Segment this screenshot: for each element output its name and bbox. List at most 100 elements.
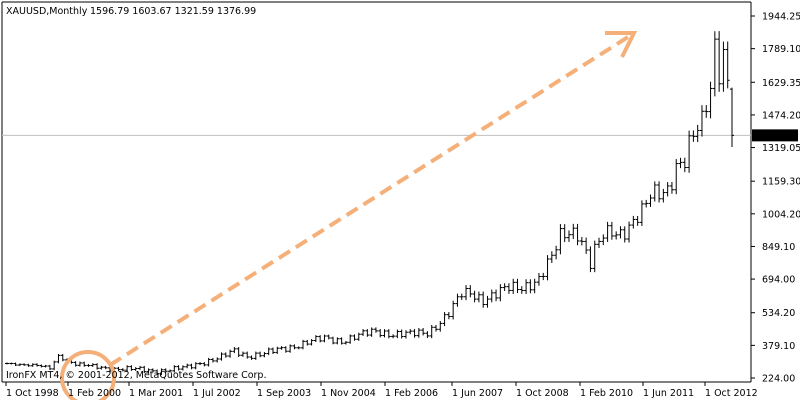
ohlc-bar [266, 347, 271, 356]
ohlc-bar [9, 362, 14, 365]
ohlc-bar [322, 334, 327, 343]
x-tick-label: 1 Feb 2006 [385, 388, 438, 399]
ohlc-bar [635, 215, 640, 226]
ohlc-bar [296, 346, 301, 350]
ohlc-bar [592, 240, 597, 273]
ohlc-bar [240, 351, 245, 357]
ohlc-bar [579, 237, 584, 246]
x-tick-label: 1 Oct 1998 [6, 388, 59, 399]
ohlc-bar [472, 290, 477, 303]
ohlc-bar [657, 181, 662, 203]
ohlc-bar [416, 327, 421, 338]
ohlc-bar [648, 194, 653, 207]
ohlc-bar [519, 286, 524, 294]
ohlc-bar [339, 337, 344, 345]
ohlc-bar [309, 339, 314, 346]
x-tick-label: 1 Feb 2000 [68, 388, 121, 399]
y-tick-label: 1004.20 [762, 209, 800, 220]
ohlc-bar [168, 369, 173, 373]
ohlc-bar [82, 361, 87, 367]
current-price-label-bg [752, 129, 798, 142]
current-price-label-text: 1376.99 [757, 131, 796, 142]
ohlc-bar [348, 334, 353, 344]
ohlc-bar [446, 312, 451, 320]
y-tick-label: 534.20 [762, 308, 795, 319]
ohlc-bar [730, 87, 734, 148]
current-price-label: 1376.99 [752, 129, 798, 142]
ohlc-bar [232, 347, 237, 354]
ohlc-bar [335, 337, 340, 345]
annotation-layer [60, 31, 638, 400]
ohlc-bar [605, 221, 610, 242]
ohlc-bar [425, 331, 430, 339]
x-tick-label: 1 Jun 2011 [643, 388, 694, 399]
ohlc-bar [206, 357, 211, 367]
ohlc-bar [601, 234, 606, 246]
ohlc-bar [236, 347, 241, 357]
x-tick-label: 1 Oct 2012 [705, 388, 758, 399]
ohlc-bar [60, 353, 65, 362]
ohlc-bar [361, 329, 366, 336]
ohlc-bar [331, 336, 336, 345]
ohlc-bar [489, 289, 494, 303]
ohlc-bar [558, 224, 563, 255]
ohlc-bar [129, 365, 134, 371]
ohlc-bar [262, 352, 267, 358]
ohlc-bar [618, 226, 623, 239]
ohlc-bar [494, 289, 499, 302]
y-tick-label: 694.00 [762, 275, 795, 286]
ohlc-bar [541, 272, 546, 281]
ohlc-bar [382, 329, 387, 338]
ohlc-bar [699, 105, 704, 137]
ohlc-bar [468, 285, 473, 298]
ohlc-bar [451, 300, 456, 320]
ohlc-bar [614, 231, 619, 240]
ohlc-bar [198, 362, 203, 366]
ohlc-bar [721, 41, 726, 92]
ohlc-bar [627, 221, 632, 243]
ohlc-bar [56, 353, 61, 364]
ohlc-bar [189, 363, 194, 370]
ohlc-bar [386, 329, 391, 339]
ohlc-bar [30, 363, 35, 367]
ohlc-bar [215, 357, 220, 363]
ohlc-bar [279, 346, 284, 350]
ohlc-bar [674, 159, 679, 195]
ohlc-bar [210, 357, 215, 363]
ohlc-bar [691, 130, 696, 142]
ohlc-bar [26, 363, 31, 367]
ohlc-bar [5, 362, 9, 365]
ohlc-bar [532, 278, 537, 294]
ohlc-bar [506, 283, 511, 294]
ohlc-bar [52, 360, 57, 371]
annotation-arrow-head [605, 31, 638, 58]
ohlc-bar [669, 181, 674, 194]
y-tick-label: 1159.30 [762, 177, 800, 188]
ohlc-bar [146, 368, 151, 374]
x-tick-label: 1 Sep 2003 [257, 388, 311, 399]
ohlc-bar [150, 368, 155, 373]
ohlc-bar [185, 363, 190, 369]
ohlc-bar [571, 223, 576, 240]
ohlc-bar [137, 365, 142, 370]
y-tick-label: 379.10 [762, 341, 795, 352]
ohlc-bar [155, 369, 160, 376]
ohlc-bar [549, 251, 554, 263]
annotation-highlight-circle [60, 350, 116, 400]
ohlc-bar [352, 334, 357, 341]
y-tick-label: 1789.10 [762, 44, 800, 55]
ohlc-bar [485, 295, 490, 308]
ohlc-bar [464, 285, 469, 301]
ohlc-bar [253, 351, 258, 360]
ohlc-bar [133, 367, 138, 371]
ohlc-bar [99, 365, 104, 370]
ohlc-bar [597, 237, 602, 249]
ohlc-bar [652, 181, 657, 202]
ohlc-bar [704, 105, 709, 118]
y-tick-label: 849.10 [762, 242, 795, 253]
ohlc-bar [403, 330, 408, 339]
y-tick-label: 1319.05 [762, 143, 800, 154]
ohlc-bar [313, 335, 318, 342]
ohlc-bar [142, 365, 147, 374]
